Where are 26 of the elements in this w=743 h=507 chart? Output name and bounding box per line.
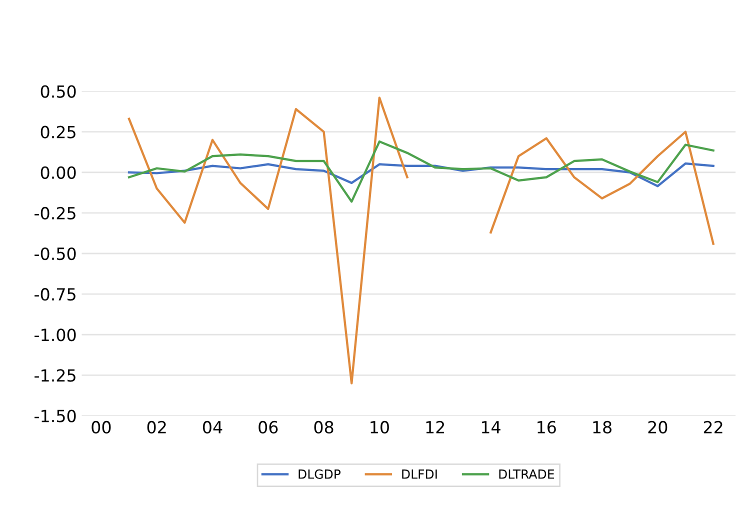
x-tick-label: 04 bbox=[202, 420, 222, 434]
x-tick-label: 06 bbox=[258, 420, 278, 434]
x-tick-label: 02 bbox=[147, 420, 166, 434]
x-tick-label: 16 bbox=[538, 420, 556, 434]
line-series bbox=[128, 162, 714, 188]
y-tick-label: -0.25 bbox=[34, 206, 76, 220]
line-series bbox=[128, 140, 714, 203]
y-tick-label: 0.00 bbox=[40, 166, 76, 179]
y-tick-label: -0.75 bbox=[34, 288, 76, 301]
y-tick-label: -1.50 bbox=[34, 410, 76, 422]
legend-label: DLGDP bbox=[298, 469, 341, 479]
x-tick-label: 08 bbox=[314, 420, 334, 434]
y-tick-label: -1.25 bbox=[34, 369, 76, 382]
y-tick-label: 0.50 bbox=[40, 85, 76, 98]
x-tick-label: 00 bbox=[92, 420, 111, 434]
x-tick-label: 10 bbox=[370, 420, 389, 434]
y-tick-label: -0.50 bbox=[34, 247, 76, 260]
x-tick-label: 12 bbox=[426, 420, 444, 434]
legend-label: DLTRADE bbox=[499, 470, 554, 479]
y-tick-label: -1.00 bbox=[34, 328, 76, 342]
x-tick-label: 14 bbox=[482, 421, 500, 434]
x-tick-label: 22 bbox=[704, 420, 722, 434]
legend-label: DLFDI bbox=[402, 470, 437, 479]
x-tick-label: 20 bbox=[648, 420, 668, 434]
x-tick-label: 18 bbox=[593, 420, 612, 434]
y-tick-label: 0.25 bbox=[40, 126, 76, 138]
